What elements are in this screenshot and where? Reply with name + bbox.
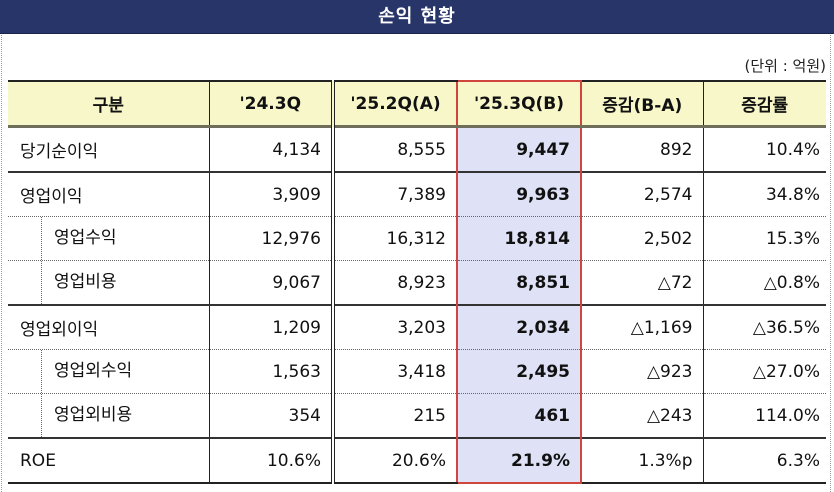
row-label-text: 영업외수익 [41,350,209,393]
cell-change: 2,574 [580,171,704,217]
cell-change: 2,502 [580,216,704,261]
cell-25-3q: 2,495 [456,349,582,394]
cell-change-rate: 15.3% [702,216,826,261]
header-25-3q-b: '25.3Q(B) [456,80,582,128]
header-row: 구분 '24.3Q '25.2Q(A) '25.3Q(B) 증감(B-A) 증감… [8,80,826,128]
row-label: ROE [8,437,210,484]
header-24-3q: '24.3Q [208,80,334,128]
cell-25-2q: 8,923 [331,260,458,305]
row-label: 영업외이익 [8,304,210,350]
cell-change: △1,169 [580,304,704,350]
cell-change: 1.3%p [580,437,704,484]
cell-change-rate: 114.0% [702,393,826,438]
page-title: 손익 현황 [0,0,834,34]
row-label-text: 영업수익 [41,217,209,260]
row-label: 당기순이익 [8,125,210,172]
cell-change-rate: 10.4% [702,125,826,172]
cell-change: 892 [580,125,704,172]
cell-25-2q: 7,389 [331,171,458,217]
cell-change-rate: △0.8% [702,260,826,305]
cell-25-2q: 3,418 [331,349,458,394]
cell-25-3q: 8,851 [456,260,582,305]
header-change-rate: 증감률 [702,80,826,128]
cell-25-2q: 3,203 [331,304,458,350]
row-label: 영업외비용 [8,393,210,438]
table-row-non-operating-expense: 영업외비용 354 215 461 △243 114.0% [8,393,826,438]
unit-label: (단위 : 억원) [744,57,827,75]
table-row-non-operating-profit: 영업외이익 1,209 3,203 2,034 △1,169 △36.5% [8,304,826,350]
cell-change: △243 [580,393,704,438]
cell-24-3q: 9,067 [208,260,334,305]
cell-24-3q: 3,909 [208,171,334,217]
cell-change-rate: 34.8% [702,171,826,217]
table-row-roe: ROE 10.6% 20.6% 21.9% 1.3%p 6.3% [8,437,826,484]
cell-25-3q: 21.9% [456,437,582,484]
cell-25-3q: 9,963 [456,171,582,217]
cell-25-3q: 461 [456,393,582,438]
table-row-operating-expense: 영업비용 9,067 8,923 8,851 △72 △0.8% [8,260,826,305]
row-label: 영업외수익 [8,349,210,394]
cell-25-2q: 8,555 [331,125,458,172]
row-label-text: 영업외비용 [41,394,209,437]
row-label: 영업수익 [8,216,210,261]
cell-change: △923 [580,349,704,394]
cell-25-3q: 18,814 [456,216,582,261]
table-row-non-operating-revenue: 영업외수익 1,563 3,418 2,495 △923 △27.0% [8,349,826,394]
cell-25-2q: 20.6% [331,437,458,484]
cell-change-rate: △27.0% [702,349,826,394]
header-change: 증감(B-A) [580,80,704,128]
table-row-net-income: 당기순이익 4,134 8,555 9,447 892 10.4% [8,125,826,172]
header-category: 구분 [8,80,210,128]
cell-24-3q: 1,209 [208,304,334,350]
cell-24-3q: 12,976 [208,216,334,261]
table-row-operating-revenue: 영업수익 12,976 16,312 18,814 2,502 15.3% [8,216,826,261]
income-statement-table: 구분 '24.3Q '25.2Q(A) '25.3Q(B) 증감(B-A) 증감… [8,80,826,484]
cell-24-3q: 4,134 [208,125,334,172]
table-row-operating-profit: 영업이익 3,909 7,389 9,963 2,574 34.8% [8,171,826,217]
cell-25-2q: 16,312 [331,216,458,261]
row-label-text: 영업비용 [41,261,209,304]
row-label: 영업이익 [8,171,210,217]
cell-change: △72 [580,260,704,305]
cell-25-3q: 9,447 [456,125,582,172]
header-25-2q-a: '25.2Q(A) [331,80,458,128]
cell-change-rate: △36.5% [702,304,826,350]
cell-25-2q: 215 [331,393,458,438]
cell-24-3q: 10.6% [208,437,334,484]
cell-25-3q: 2,034 [456,304,582,350]
cell-24-3q: 1,563 [208,349,334,394]
row-label: 영업비용 [8,260,210,305]
cell-24-3q: 354 [208,393,334,438]
cell-change-rate: 6.3% [702,437,826,484]
